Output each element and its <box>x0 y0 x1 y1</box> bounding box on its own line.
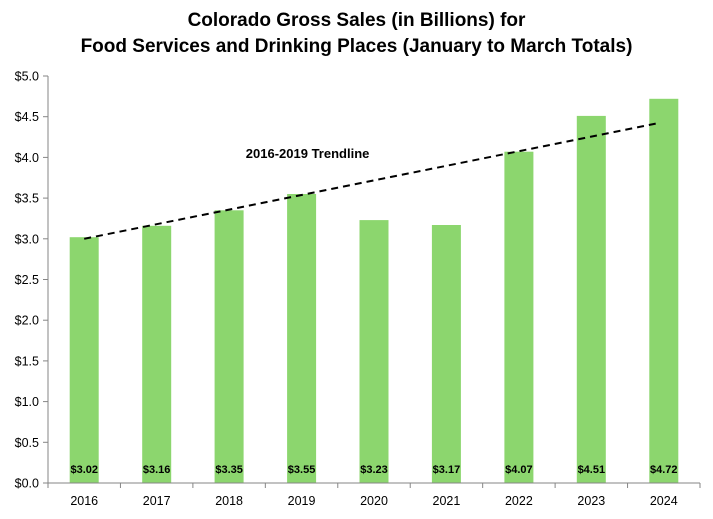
bar-2020 <box>359 220 389 483</box>
data-label: $3.02 <box>70 464 98 476</box>
data-label: $4.51 <box>578 464 606 476</box>
y-tick-label: $4.5 <box>15 110 39 124</box>
y-tick-label: $0.0 <box>15 477 39 491</box>
x-tick-label: 2020 <box>360 494 388 508</box>
bar-2017 <box>142 225 172 484</box>
x-tick-label: 2017 <box>143 494 171 508</box>
bar-2023 <box>576 115 606 484</box>
bar-2016 <box>69 237 99 483</box>
chart-title-line-2: Food Services and Drinking Places (Janua… <box>80 36 633 57</box>
y-tick-label: $2.5 <box>15 273 39 287</box>
y-tick-label: $2.0 <box>15 314 39 328</box>
data-label: $3.23 <box>360 464 388 476</box>
data-label: $3.16 <box>143 464 171 476</box>
x-tick-label: 2019 <box>288 494 316 508</box>
x-tick-label: 2018 <box>215 494 243 508</box>
trendline <box>84 122 658 240</box>
data-label: $3.55 <box>288 464 316 476</box>
bar-2018 <box>214 210 244 484</box>
y-tick-label: $1.0 <box>15 395 39 409</box>
data-label: $3.17 <box>433 464 461 476</box>
y-tick-label: $4.0 <box>15 151 39 165</box>
data-label: $4.07 <box>505 464 533 476</box>
x-tick-label: 2016 <box>70 494 98 508</box>
bar-2021 <box>431 225 461 483</box>
y-tick-label: $0.5 <box>15 436 39 450</box>
y-tick-label: $5.0 <box>15 70 39 84</box>
chart-title-line-1: Colorado Gross Sales (in Billions) for <box>187 10 526 31</box>
trendline-label: 2016-2019 Trendline <box>246 146 370 161</box>
bar-2022 <box>504 151 534 483</box>
x-tick-label: 2023 <box>577 494 605 508</box>
bar-2019 <box>287 194 317 483</box>
data-label: $4.72 <box>650 464 678 476</box>
x-tick-label: 2021 <box>433 494 461 508</box>
data-label: $3.35 <box>215 464 243 476</box>
bar-2024 <box>649 98 679 484</box>
y-tick-label: $3.5 <box>15 192 39 206</box>
x-tick-label: 2024 <box>650 494 678 508</box>
x-tick-label: 2022 <box>505 494 533 508</box>
y-tick-label: $3.0 <box>15 232 39 246</box>
y-tick-label: $1.5 <box>15 354 39 368</box>
